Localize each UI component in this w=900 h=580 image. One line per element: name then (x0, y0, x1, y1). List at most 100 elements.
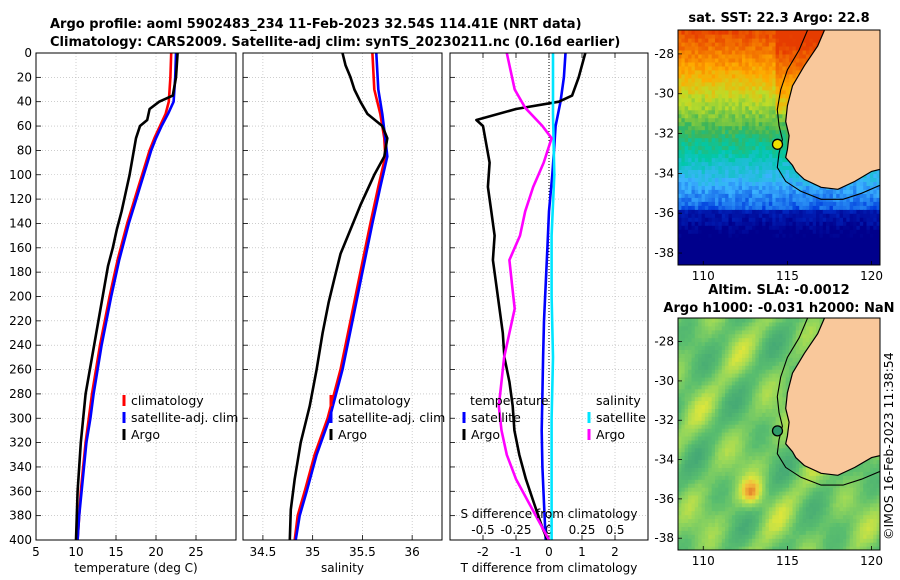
map-cell (698, 412, 703, 417)
map-cell (678, 408, 682, 413)
map-cell (772, 205, 777, 210)
map-cell (728, 479, 733, 484)
map-cell (738, 494, 743, 500)
map-cell (708, 149, 713, 155)
map-cell (681, 475, 686, 480)
map-cell (688, 361, 693, 366)
map-cell (752, 197, 757, 202)
map-cell (684, 221, 689, 226)
map-cell (725, 225, 730, 230)
map-cell (728, 459, 733, 465)
map-cell (846, 233, 851, 238)
map-cell (728, 241, 733, 246)
map-cell (704, 439, 709, 445)
map-cell (785, 161, 790, 166)
map-cell (688, 249, 693, 254)
map-cell (876, 197, 880, 202)
map-cell (738, 49, 743, 55)
map-cell (701, 197, 706, 202)
map-cell (738, 471, 743, 476)
map-cell (721, 321, 726, 327)
map-cell (708, 197, 713, 202)
map-cell (694, 483, 699, 488)
map-cell (721, 137, 726, 143)
map-cell (866, 189, 871, 194)
series-line-satellite-adj-clim (294, 52, 389, 541)
map-cell (715, 451, 719, 457)
map-cell (748, 141, 753, 147)
map-cell (698, 416, 703, 421)
map-cell (684, 392, 689, 398)
map-cell (721, 377, 726, 382)
map-cell (799, 65, 804, 71)
map-cell (768, 201, 773, 206)
map-cell (742, 463, 746, 468)
map-cell (698, 217, 703, 222)
map-cell (802, 241, 807, 246)
map-cell (708, 117, 713, 123)
map-cell (718, 420, 723, 425)
map-cell (701, 38, 706, 43)
map-cell (725, 97, 730, 103)
map-cell (701, 45, 706, 51)
map-cell (829, 221, 834, 226)
map-cell (678, 416, 682, 421)
map-cell (748, 177, 753, 182)
map-cell (772, 233, 777, 238)
map-cell (684, 81, 689, 87)
map-cell (738, 333, 743, 339)
map-cell (694, 38, 699, 43)
map-cell (755, 145, 760, 151)
map-cell (688, 213, 693, 218)
map-cell (721, 400, 726, 406)
map-cell (715, 408, 719, 413)
map-cell (745, 57, 750, 63)
map-cell (708, 530, 713, 535)
map-cell (698, 491, 703, 496)
map-cell (718, 165, 723, 170)
map-cell (738, 165, 743, 170)
map-cell (728, 502, 733, 508)
map-cell (768, 209, 773, 214)
map-cell (762, 157, 767, 163)
map-cell (704, 416, 709, 421)
map-cell (691, 173, 696, 178)
map-cell (718, 546, 723, 550)
map-cell (785, 165, 790, 170)
map-cell (688, 396, 693, 402)
map-cell (704, 518, 709, 523)
map-cell (704, 213, 709, 218)
map-cell (795, 30, 800, 35)
map-cell (735, 165, 740, 170)
map-cell (691, 161, 696, 166)
map-cell (694, 34, 699, 39)
map-cell (772, 185, 777, 190)
map-cell (765, 245, 770, 250)
map-cell (822, 233, 827, 238)
map-cell (681, 49, 686, 55)
map-cell (691, 514, 696, 520)
map-cell (859, 193, 864, 198)
map-cell (701, 101, 706, 107)
map-cell (728, 443, 733, 449)
map-cell (678, 534, 682, 539)
map-cell (691, 392, 696, 398)
map-cell (701, 361, 706, 366)
map-cell (792, 69, 797, 75)
map-cell (728, 400, 733, 406)
map-cell (752, 89, 757, 95)
map-cell (711, 388, 716, 394)
map-cell (792, 201, 797, 206)
map-cell (691, 245, 696, 250)
map-cell (691, 412, 696, 417)
map-cell (728, 518, 733, 523)
map-cell (762, 109, 767, 115)
map-cell (698, 34, 703, 39)
map-cell (708, 361, 713, 366)
map-cell (718, 321, 723, 327)
map-cell (711, 404, 716, 409)
map-cell (728, 77, 733, 83)
map-cell (826, 249, 831, 254)
map-cell (819, 221, 824, 226)
map-cell (688, 165, 693, 170)
